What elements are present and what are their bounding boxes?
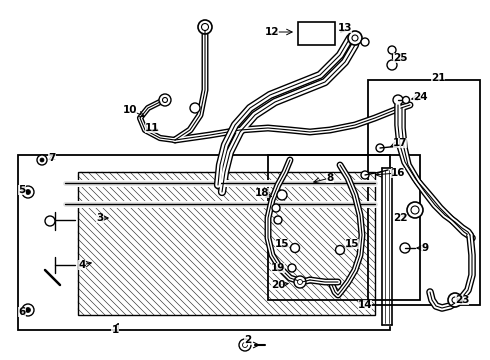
Circle shape [448,293,462,307]
Circle shape [201,23,209,31]
Circle shape [407,202,423,218]
Circle shape [198,20,212,34]
Circle shape [348,31,362,45]
Text: 22: 22 [393,213,407,223]
Circle shape [393,95,403,105]
Circle shape [361,38,369,46]
Text: 5: 5 [19,185,25,195]
Circle shape [22,304,34,316]
Text: 7: 7 [49,153,56,163]
Text: 13: 13 [338,23,352,33]
Text: 16: 16 [391,168,405,178]
Bar [78,172,375,315]
Text: 11: 11 [145,123,159,133]
Text: 24: 24 [413,92,427,102]
Text: 18: 18 [255,188,269,198]
Text: 10: 10 [123,105,137,115]
Text: 12: 12 [265,27,279,37]
Circle shape [243,342,247,347]
Text: 17: 17 [392,138,407,148]
Circle shape [239,339,251,351]
Text: 1: 1 [111,325,119,335]
Circle shape [22,186,34,198]
Text: 4: 4 [78,260,86,270]
Text: 21: 21 [431,73,445,83]
Circle shape [272,204,280,212]
Text: 23: 23 [455,295,469,305]
Circle shape [388,46,396,54]
Circle shape [387,60,397,70]
Circle shape [376,144,384,152]
Circle shape [288,264,296,272]
Circle shape [277,190,287,200]
Text: 2: 2 [245,335,252,345]
Circle shape [297,279,302,284]
Circle shape [45,216,55,226]
Text: 9: 9 [421,243,429,253]
Text: 8: 8 [326,173,334,183]
Text: 20: 20 [271,280,285,290]
Circle shape [400,243,410,253]
Text: 6: 6 [19,307,25,317]
Text: 3: 3 [97,213,103,223]
Text: 19: 19 [271,263,285,273]
Text: 14: 14 [358,300,372,310]
Circle shape [402,96,410,104]
Circle shape [411,206,419,214]
Circle shape [294,276,306,288]
Circle shape [159,94,171,106]
Text: 15: 15 [345,239,359,249]
Bar [268,155,420,300]
Text: 15: 15 [275,239,289,249]
Circle shape [190,103,200,113]
Circle shape [452,297,458,303]
Circle shape [37,155,47,165]
Text: 25: 25 [393,53,407,63]
Circle shape [163,98,168,103]
Circle shape [40,158,44,162]
Circle shape [336,246,344,255]
Circle shape [25,307,30,312]
Circle shape [352,35,358,41]
Circle shape [274,216,282,224]
Bar [368,80,480,305]
Circle shape [25,189,30,194]
Circle shape [291,243,299,252]
Bar [298,22,335,45]
Circle shape [361,171,369,179]
Bar [18,155,390,330]
